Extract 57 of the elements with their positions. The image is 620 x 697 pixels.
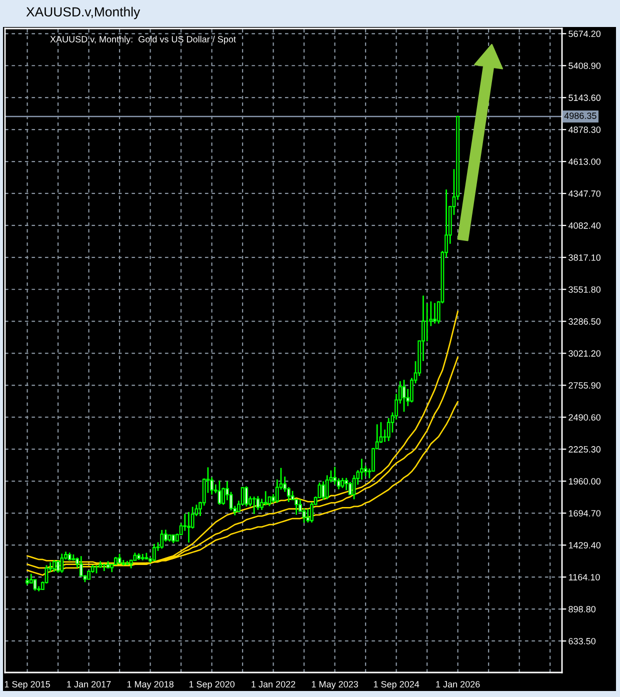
candlestick	[252, 496, 256, 515]
y-tick-label: 2490.60	[568, 414, 601, 421]
candlestick	[60, 553, 64, 574]
y-tick-label: 1429.40	[568, 542, 601, 548]
y-tick-label: 3817.10	[568, 254, 601, 261]
candlestick	[310, 501, 314, 524]
x-tick-label: 1 Jan 2026	[436, 681, 480, 688]
candlestick	[256, 495, 260, 511]
candlestick	[433, 302, 436, 324]
x-tick-label: 1 Sep 2024	[374, 681, 420, 690]
x-tick-label: 1 Jan 2017	[67, 681, 111, 688]
candlestick	[348, 481, 352, 496]
y-tick-label: 4878.30	[568, 126, 601, 133]
y-tick-label: 1164.10	[568, 574, 600, 580]
candlestick	[160, 529, 164, 550]
y-tick-label: 1960.00	[568, 478, 601, 485]
chart-title: XAUUSD.v,Monthly	[26, 6, 140, 20]
x-tick-label: 1 May 2023	[312, 681, 358, 690]
y-tick-label: 2755.90	[568, 382, 601, 389]
candlestick	[118, 553, 122, 565]
candlestick	[302, 508, 306, 524]
ref-line-label: 4986.35	[564, 112, 596, 119]
y-tick-label: 4613.00	[568, 158, 601, 165]
y-tick-label: 633.50	[568, 638, 596, 644]
y-tick-label: 2225.30	[568, 446, 601, 453]
x-tick-label: 1 May 2018	[127, 681, 174, 690]
y-tick-label: 3286.50	[568, 318, 601, 325]
candlestick	[56, 560, 60, 574]
candlestick	[333, 466, 337, 486]
candlestick	[322, 480, 325, 501]
candlestick	[344, 477, 348, 491]
candlestick	[402, 379, 406, 412]
candlestick	[52, 560, 56, 572]
y-tick-label: 1694.70	[568, 510, 601, 516]
candlestick	[244, 486, 248, 508]
candlestick	[294, 498, 298, 516]
x-tick-label: 1 Sep 2015	[4, 681, 50, 690]
y-tick-label: 898.80	[568, 606, 596, 612]
y-tick-label: 5143.60	[568, 94, 601, 101]
candlestick	[340, 477, 344, 489]
candlestick	[218, 480, 222, 506]
candlestick	[264, 490, 268, 506]
y-tick-label: 4082.40	[568, 222, 601, 229]
candlestick	[364, 465, 368, 477]
candlestick	[360, 458, 364, 480]
y-tick-label: 5674.20	[568, 30, 601, 38]
x-tick-label: 1 Sep 2020	[189, 681, 235, 690]
y-tick-label: 3551.80	[568, 286, 601, 293]
y-tick-label: 5408.90	[568, 62, 601, 69]
candlestick	[152, 543, 156, 562]
candlestick	[325, 474, 329, 500]
text: XAUUSD.v, Monthly: Gold vs US Dollar / Spot	[50, 36, 236, 44]
candlestick	[33, 578, 37, 592]
x-tick-label: 1 Jan 2022	[252, 681, 296, 688]
candlestick	[187, 511, 190, 544]
y-tick-label: 3021.20	[568, 350, 601, 357]
y-tick-label: 4347.70	[568, 190, 601, 197]
